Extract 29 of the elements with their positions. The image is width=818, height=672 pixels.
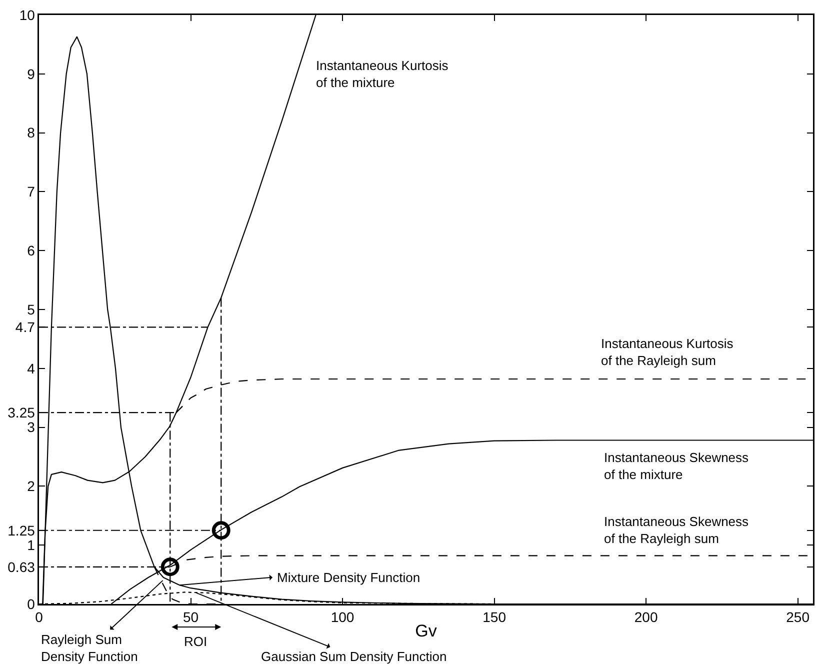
y-tick-label: 3.25 xyxy=(8,404,36,420)
y-tick-label: 3 xyxy=(27,419,36,436)
annotation: Instantaneous Skewness of the Rayleigh sum xyxy=(604,514,750,546)
y-tick-label: 8 xyxy=(27,124,36,141)
y-tick-label: 1 xyxy=(27,537,36,553)
y-tick-label: 6 xyxy=(27,242,36,258)
y-tick-label: 2 xyxy=(27,478,36,494)
annotation: Instantaneous Kurtosis of the Rayleigh sum xyxy=(601,336,734,368)
y-tick-label: 5 xyxy=(27,301,36,318)
x-tick-label: 100 xyxy=(330,609,354,626)
annotation: Rayleigh Sum Density Function xyxy=(41,632,138,664)
y-tick-label: 1.25 xyxy=(8,522,36,538)
x-tick-label: 150 xyxy=(482,609,506,626)
y-tick-label: 4 xyxy=(27,360,36,376)
y-tick-label: 4.7 xyxy=(15,319,36,336)
annotation: Gaussian Sum Density Function xyxy=(261,649,447,664)
annotation: Instantaneous Kurtosis of the mixture xyxy=(316,58,449,90)
y-tick-label: 9 xyxy=(27,66,36,82)
y-tick-label: 0 xyxy=(27,596,36,612)
annotation: ROI xyxy=(184,634,208,649)
y-tick-label: 10 xyxy=(19,6,36,23)
annotation: Mixture Density Function xyxy=(277,570,420,585)
y-tick-label: 7 xyxy=(27,184,36,200)
x-tick-label: 200 xyxy=(634,609,658,626)
y-tick-label: 0.63 xyxy=(8,558,36,575)
annotation: Instantaneous Skewness of the mixture xyxy=(604,450,750,482)
x-axis-title: Gv xyxy=(415,621,438,640)
x-tick-label: 250 xyxy=(786,609,810,626)
x-tick-label: 50 xyxy=(182,609,199,626)
